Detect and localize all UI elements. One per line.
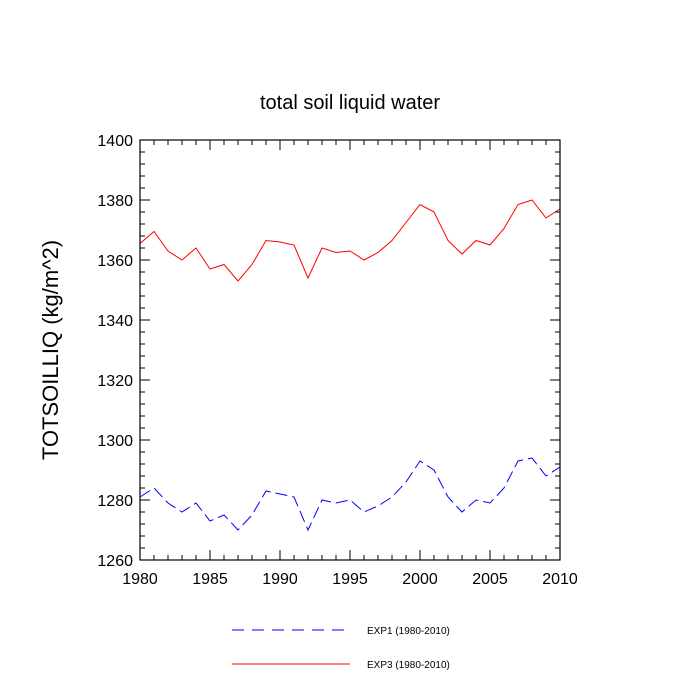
x-tick-label: 2010 bbox=[542, 571, 578, 588]
x-tick-label: 2000 bbox=[402, 571, 438, 588]
x-tick-label: 2005 bbox=[472, 571, 508, 588]
y-tick-label: 1360 bbox=[97, 253, 133, 270]
series-line-1 bbox=[139, 457, 561, 532]
plot-frame bbox=[139, 139, 561, 561]
y-tick-label: 1380 bbox=[97, 193, 133, 210]
chart-title: total soil liquid water bbox=[260, 92, 440, 114]
y-tick-label: 1300 bbox=[97, 433, 133, 450]
plot-lines bbox=[139, 199, 561, 532]
y-axis-label: TOTSOILLIQ (kg/m^2) bbox=[38, 240, 63, 460]
x-tick-label: 1995 bbox=[332, 571, 368, 588]
x-tick-label: 1985 bbox=[192, 571, 228, 588]
y-tick-label: 1320 bbox=[97, 373, 133, 390]
y-tick-label: 1280 bbox=[97, 493, 133, 510]
axes: 1980 1985 1990 1995 2000 2005 2010 1260 1280 1300… bbox=[97, 133, 577, 588]
y-tick-label: 1340 bbox=[97, 313, 133, 330]
y-tick-label: 1260 bbox=[97, 553, 133, 570]
series-line-2 bbox=[139, 199, 561, 282]
x-tick-label: 1980 bbox=[122, 571, 158, 588]
legend-label-1: EXP1 (1980-2010) bbox=[367, 626, 450, 637]
legend-label-2: EXP3 (1980-2010) bbox=[367, 660, 450, 671]
y-tick-label: 1400 bbox=[97, 133, 133, 150]
legend: EXP1 (1980-2010) EXP3 (1980-2010) bbox=[232, 626, 450, 671]
x-tick-label: 1990 bbox=[262, 571, 298, 588]
